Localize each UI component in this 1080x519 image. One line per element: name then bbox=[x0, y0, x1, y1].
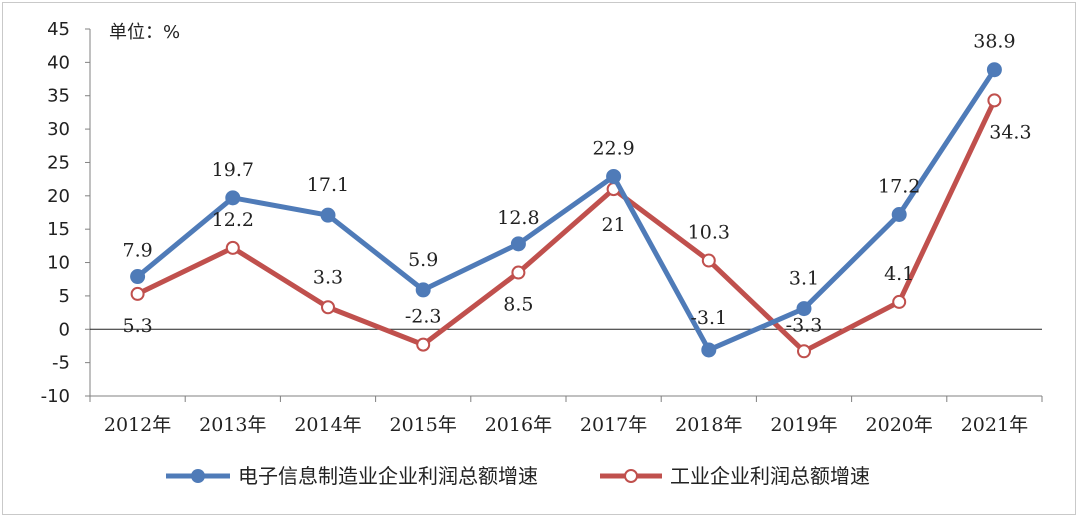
series-1-point bbox=[606, 168, 622, 184]
series-1-point bbox=[986, 62, 1002, 78]
y-tick-labels: 45 40 35 30 25 20 15 10 5 0 -5 -10 bbox=[41, 19, 90, 407]
series-2-data-label: 4.1 bbox=[884, 263, 914, 285]
x-tick-label: 2013年 bbox=[199, 414, 266, 436]
series-line-2 bbox=[136, 99, 997, 354]
series-layer bbox=[130, 62, 1002, 359]
y-tick-label: 30 bbox=[47, 119, 70, 140]
series-2-point bbox=[321, 300, 335, 315]
legend-marker-series-1 bbox=[191, 469, 205, 483]
series-2-data-label: -3.3 bbox=[786, 314, 823, 336]
series-1-point bbox=[225, 190, 241, 206]
x-tick-label: 2020年 bbox=[866, 414, 933, 436]
series-1-point bbox=[320, 207, 336, 223]
legend-marker-series-2 bbox=[624, 469, 638, 483]
y-tick-label: -5 bbox=[52, 353, 70, 374]
series-1-data-label: 7.9 bbox=[122, 240, 152, 262]
y-tick-label: -10 bbox=[41, 386, 70, 407]
y-tick-label: 15 bbox=[47, 219, 70, 240]
x-tick-label: 2018年 bbox=[675, 414, 742, 436]
y-tick-label: 40 bbox=[47, 52, 70, 73]
series-2-data-label: -2.3 bbox=[405, 306, 442, 328]
series-2-point bbox=[701, 253, 716, 268]
series-2-point bbox=[225, 240, 240, 255]
y-tick-label: 10 bbox=[47, 253, 70, 274]
axes-layer bbox=[89, 29, 1043, 402]
series-2-data-label: 21 bbox=[602, 214, 626, 236]
series-1-data-label: 22.9 bbox=[592, 137, 634, 159]
series-1-point bbox=[415, 282, 431, 298]
series-2-point bbox=[511, 265, 526, 280]
series-line-1 bbox=[136, 68, 997, 353]
legend: 电子信息制造业企业利润总额增速 工业企业利润总额增速 bbox=[166, 464, 870, 488]
x-tick-label: 2015年 bbox=[390, 414, 457, 436]
series-2-point bbox=[416, 337, 431, 352]
series-1-point bbox=[130, 269, 146, 285]
x-tick-label: 2021年 bbox=[961, 414, 1028, 436]
legend-label-series-1: 电子信息制造业企业利润总额增速 bbox=[238, 464, 538, 488]
x-tick-label: 2012年 bbox=[104, 414, 171, 436]
series-2-point bbox=[892, 294, 907, 309]
series-2-data-label: 10.3 bbox=[688, 222, 730, 244]
series-2-point bbox=[130, 286, 145, 301]
x-tick-label: 2019年 bbox=[770, 414, 837, 436]
series-1-data-label: 17.2 bbox=[878, 176, 920, 198]
series-1-data-label: 3.1 bbox=[789, 268, 819, 290]
series-2-data-label: 5.3 bbox=[122, 315, 152, 337]
y-tick-label: 25 bbox=[47, 152, 70, 173]
data-labels: 7.9 19.7 17.1 5.9 12.8 22.9 -3.1 3.1 17.2 38.9 5.3… bbox=[122, 31, 1031, 337]
series-1-point bbox=[891, 207, 907, 223]
x-tick-label: 2014年 bbox=[294, 414, 361, 436]
x-tick-label: 2017年 bbox=[580, 414, 647, 436]
series-1-point bbox=[510, 236, 526, 252]
legend-label-series-2: 工业企业利润总额增速 bbox=[670, 464, 870, 488]
unit-label: 单位：% bbox=[109, 22, 180, 43]
series-2-data-label: 8.5 bbox=[503, 294, 533, 316]
series-1-data-label: 17.1 bbox=[307, 174, 349, 196]
y-tick-label: 5 bbox=[59, 286, 70, 307]
series-1-data-label: -3.1 bbox=[690, 307, 727, 329]
x-tick-labels: 2012年 2013年 2014年 2015年 2016年 2017年 2018年 2019年… bbox=[104, 414, 1028, 436]
series-1-data-label: 12.8 bbox=[497, 207, 539, 229]
series-1-data-label: 38.9 bbox=[973, 31, 1015, 53]
series-2-point bbox=[987, 93, 1002, 108]
y-tick-label: 45 bbox=[47, 19, 70, 40]
y-tick-label: 0 bbox=[59, 319, 70, 340]
series-2-data-label: 34.3 bbox=[989, 121, 1031, 143]
y-tick-label: 35 bbox=[47, 86, 70, 107]
x-tick-label: 2016年 bbox=[485, 414, 552, 436]
y-tick-label: 20 bbox=[47, 186, 70, 207]
series-2-data-label: 3.3 bbox=[313, 266, 343, 288]
series-1-point bbox=[701, 342, 717, 358]
series-2-point bbox=[797, 344, 811, 359]
series-1-data-label: 5.9 bbox=[408, 249, 438, 271]
series-1-data-label: 19.7 bbox=[212, 159, 254, 181]
series-1-point bbox=[796, 301, 812, 317]
series-2-data-label: 12.2 bbox=[212, 209, 254, 231]
